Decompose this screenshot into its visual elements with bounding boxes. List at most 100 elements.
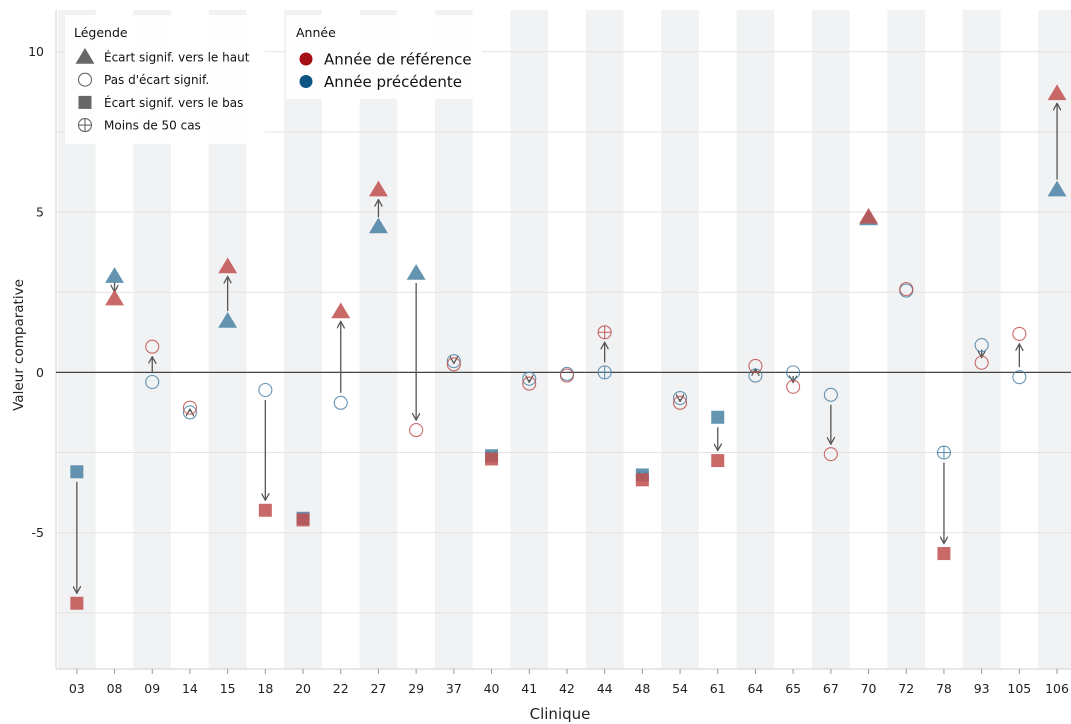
legend-label: Écart signif. vers le bas bbox=[104, 95, 243, 110]
legend-previous-dot-icon bbox=[299, 75, 313, 88]
legend-item-square: Écart signif. vers le bas bbox=[78, 95, 243, 110]
y-tick-label: 5 bbox=[36, 205, 44, 220]
previous-year-point-29 bbox=[406, 263, 426, 280]
previous-year-point-78 bbox=[936, 445, 952, 460]
x-tick-label: 09 bbox=[144, 681, 160, 696]
data-markers bbox=[70, 84, 1067, 610]
previous-year-point-61 bbox=[711, 410, 725, 424]
x-tick-label: 65 bbox=[785, 681, 801, 696]
legend-symbols-title: Légende bbox=[74, 25, 128, 40]
reference-year-point-61 bbox=[711, 454, 725, 468]
x-tick-label: 22 bbox=[333, 681, 349, 696]
x-tick-label: 18 bbox=[257, 681, 273, 696]
previous-year-point-54 bbox=[672, 390, 688, 406]
legend-square-icon bbox=[78, 95, 92, 109]
reference-year-point-20 bbox=[296, 513, 310, 527]
band-54 bbox=[661, 10, 699, 669]
x-tick-label: 42 bbox=[559, 681, 575, 696]
reference-year-point-41 bbox=[522, 376, 537, 391]
band-44 bbox=[585, 10, 624, 669]
previous-year-point-37 bbox=[446, 354, 461, 369]
reference-year-point-93 bbox=[974, 355, 989, 370]
legend-reference-dot-icon bbox=[299, 52, 313, 66]
legend-item-reference: Année de référence bbox=[299, 51, 472, 69]
x-tick-label: 40 bbox=[484, 681, 500, 696]
reference-year-point-70 bbox=[859, 207, 878, 224]
previous-year-point-93 bbox=[974, 338, 989, 353]
legend-crosscircle-icon bbox=[77, 118, 93, 133]
legend-item-crosscircle: Moins de 50 cas bbox=[77, 118, 201, 133]
previous-year-point-105 bbox=[1012, 370, 1027, 385]
reference-year-point-106 bbox=[1047, 84, 1067, 101]
legend-label: Moins de 50 cas bbox=[104, 119, 201, 133]
previous-year-point-64 bbox=[748, 368, 763, 383]
legend-label: Écart signif. vers le haut bbox=[104, 50, 250, 65]
band-93 bbox=[962, 10, 1001, 669]
reference-year-point-08 bbox=[105, 289, 124, 306]
reference-year-point-44 bbox=[597, 325, 612, 340]
reference-year-point-15 bbox=[218, 257, 238, 274]
x-tick-labels: 03 08 09 14 15 18 20 22 27 29 37 40 41 42 44 48 54 61 64 65… bbox=[69, 669, 1069, 696]
x-tick-label: 29 bbox=[408, 681, 424, 696]
legend-triangle-icon bbox=[75, 48, 95, 64]
reference-year-point-03 bbox=[70, 596, 84, 610]
reference-year-point-72 bbox=[899, 281, 914, 297]
legend-label: Année précédente bbox=[324, 73, 462, 91]
reference-year-point-78 bbox=[937, 547, 951, 561]
x-tick-label: 105 bbox=[1007, 681, 1031, 696]
legend-item-previous: Année précédente bbox=[299, 73, 462, 91]
legend-symbols-box bbox=[65, 15, 265, 144]
y-tick-label: -5 bbox=[32, 525, 44, 540]
y-tick-label: 10 bbox=[28, 44, 44, 59]
x-tick-label: 37 bbox=[446, 681, 462, 696]
reference-year-point-27 bbox=[369, 180, 388, 197]
reference-year-point-42 bbox=[559, 368, 575, 383]
previous-year-point-67 bbox=[823, 387, 838, 402]
reference-year-point-65 bbox=[786, 379, 801, 394]
band-41 bbox=[510, 10, 549, 669]
previous-year-point-41 bbox=[522, 371, 537, 386]
x-tick-label: 106 bbox=[1045, 681, 1069, 696]
band-67 bbox=[812, 10, 850, 669]
x-tick-label: 03 bbox=[69, 681, 85, 696]
legend-years-box bbox=[286, 15, 482, 99]
x-tick-label: 93 bbox=[974, 681, 990, 696]
reference-year-point-09 bbox=[145, 339, 160, 354]
x-tick-label: 64 bbox=[747, 681, 763, 696]
band-64 bbox=[736, 10, 775, 669]
reference-year-point-48 bbox=[635, 473, 649, 487]
band-27 bbox=[359, 10, 398, 669]
x-tick-label: 27 bbox=[370, 681, 386, 696]
previous-year-point-08 bbox=[105, 267, 124, 283]
y-axis-title: Valeur comparative bbox=[11, 279, 27, 411]
x-tick-label: 41 bbox=[521, 681, 537, 696]
change-arrows bbox=[77, 103, 1057, 593]
y-tick-label: 0 bbox=[36, 365, 44, 380]
legend-circle-icon bbox=[77, 72, 93, 87]
previous-year-point-14 bbox=[182, 405, 197, 420]
legend-item-triangle: Écart signif. vers le haut bbox=[75, 48, 250, 65]
x-tick-label: 48 bbox=[634, 681, 650, 696]
legend-label: Pas d'écart signif. bbox=[104, 73, 209, 87]
previous-year-point-27 bbox=[369, 217, 388, 234]
reference-year-point-14 bbox=[182, 400, 197, 415]
legend-item-circle: Pas d'écart signif. bbox=[77, 72, 209, 87]
x-tick-label: 72 bbox=[898, 681, 914, 696]
y-tick-labels: -5 0 5 10 bbox=[28, 44, 44, 540]
reference-year-point-105 bbox=[1012, 326, 1027, 341]
x-tick-label: 08 bbox=[107, 681, 123, 696]
reference-year-point-22 bbox=[331, 302, 351, 319]
x-tick-label: 20 bbox=[295, 681, 311, 696]
x-tick-label: 67 bbox=[823, 681, 839, 696]
x-tick-label: 61 bbox=[710, 681, 726, 696]
x-tick-label: 54 bbox=[672, 681, 688, 696]
reference-year-point-37 bbox=[446, 357, 461, 372]
legend-symbols: Légende Écart signif. vers le haut Pas d'… bbox=[65, 15, 265, 144]
reference-year-point-18 bbox=[258, 503, 272, 517]
legend-years-title: Année bbox=[296, 25, 336, 40]
previous-year-point-65 bbox=[786, 365, 801, 380]
x-tick-label: 78 bbox=[936, 681, 952, 696]
reference-year-point-54 bbox=[672, 395, 688, 410]
previous-year-point-22 bbox=[333, 395, 348, 410]
